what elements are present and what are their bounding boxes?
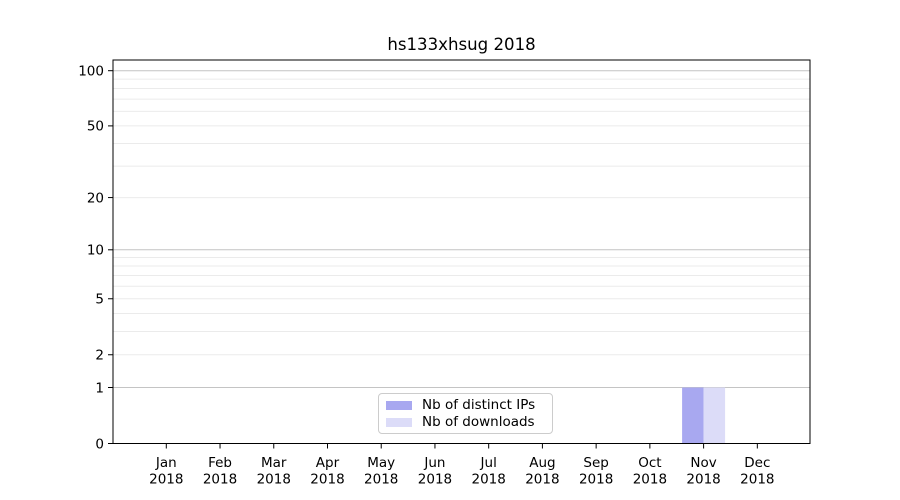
x-tick-label-year: 2018 bbox=[472, 472, 506, 488]
legend-swatch-downloads bbox=[386, 418, 412, 427]
x-tick-label-month: May bbox=[367, 455, 395, 471]
x-tick-label-year: 2018 bbox=[418, 472, 452, 488]
x-tick-label-year: 2018 bbox=[203, 472, 237, 488]
x-tick-label-year: 2018 bbox=[149, 472, 183, 488]
x-tick-label-year: 2018 bbox=[633, 472, 667, 488]
x-tick-label-year: 2018 bbox=[310, 472, 344, 488]
legend-item-distinct-ips: Nb of distinct IPs bbox=[386, 397, 546, 414]
x-tick-label-year: 2018 bbox=[525, 472, 559, 488]
x-tick-label-month: Jul bbox=[480, 455, 497, 471]
x-tick-label-month: Jun bbox=[423, 455, 445, 471]
y-tick-label: 5 bbox=[95, 292, 104, 308]
legend-box: Nb of distinct IPs Nb of downloads bbox=[378, 393, 553, 434]
legend-item-downloads: Nb of downloads bbox=[386, 414, 546, 431]
x-tick-label-month: Dec bbox=[744, 455, 770, 471]
legend-swatch-distinct-ips bbox=[386, 401, 412, 410]
y-tick-label: 50 bbox=[87, 119, 104, 135]
y-tick-label: 2 bbox=[95, 348, 104, 364]
chart-title: hs133xhsug 2018 bbox=[387, 35, 536, 54]
x-tick-label-year: 2018 bbox=[364, 472, 398, 488]
x-tick-label-month: Jan bbox=[155, 455, 177, 471]
legend-label-downloads: Nb of downloads bbox=[422, 414, 535, 430]
bar-downloads bbox=[703, 387, 726, 444]
x-tick-label-year: 2018 bbox=[686, 472, 720, 488]
x-tick-label-month: Apr bbox=[316, 455, 340, 471]
x-tick-label-year: 2018 bbox=[257, 472, 291, 488]
x-tick-label-month: Sep bbox=[583, 455, 608, 471]
y-tick-label: 10 bbox=[87, 243, 104, 259]
x-tick-label-month: Nov bbox=[690, 455, 716, 471]
plot-border bbox=[112, 59, 811, 444]
y-tick-label: 0 bbox=[95, 436, 104, 452]
x-tick-label-year: 2018 bbox=[740, 472, 774, 488]
x-tick-label-month: Aug bbox=[529, 455, 555, 471]
x-tick-label-month: Oct bbox=[638, 455, 661, 471]
x-tick-label-month: Mar bbox=[261, 455, 287, 471]
y-tick-label: 1 bbox=[95, 380, 104, 396]
bar-distinct-ips bbox=[682, 387, 704, 444]
legend-label-distinct-ips: Nb of distinct IPs bbox=[422, 397, 536, 413]
y-tick-label: 100 bbox=[78, 63, 104, 79]
y-tick-label: 20 bbox=[87, 190, 104, 206]
x-tick-label-month: Feb bbox=[208, 455, 232, 471]
x-tick-label-year: 2018 bbox=[579, 472, 613, 488]
